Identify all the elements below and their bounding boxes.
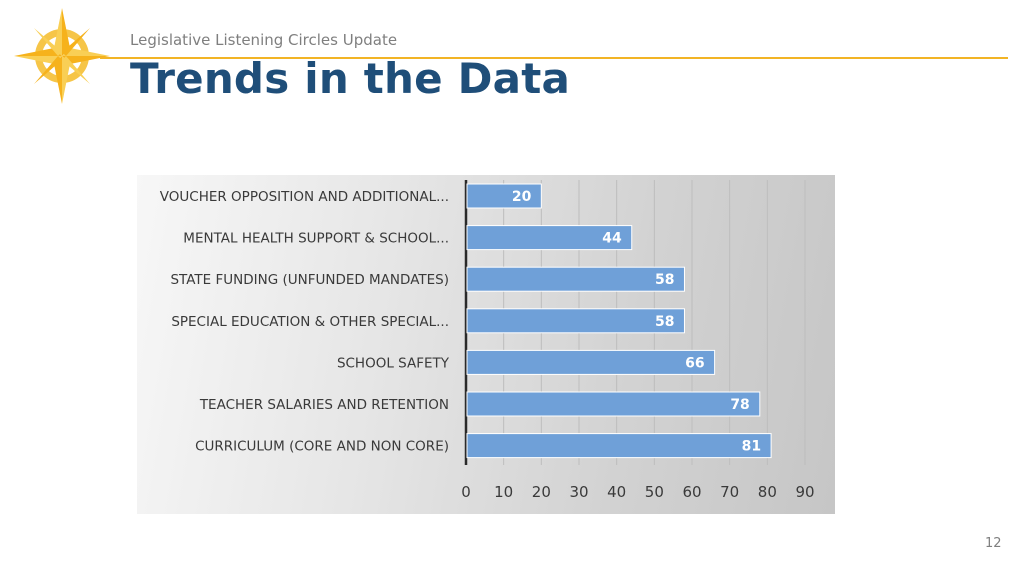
- page-number: 12: [985, 536, 1002, 551]
- slide-title: Trends in the Data: [130, 54, 571, 103]
- slide-subtitle: Legislative Listening Circles Update: [130, 31, 398, 49]
- x-tick-label: 80: [758, 483, 777, 501]
- x-tick-label: 20: [532, 483, 551, 501]
- x-tick-label: 60: [682, 483, 701, 501]
- bar-chart-svg: 0 10 20 30 40 50 60 70 80 90 VOUCHER OPPOSITION AN…: [160, 180, 815, 501]
- category-label: STATE FUNDING (UNFUNDED MANDATES): [170, 272, 449, 288]
- data-label: 78: [730, 397, 749, 413]
- category-label: SCHOOL SAFETY: [337, 355, 450, 371]
- title-divider: [100, 57, 1008, 59]
- category-label: SPECIAL EDUCATION & OTHER SPECIAL...: [171, 314, 449, 330]
- data-label: 58: [655, 314, 674, 330]
- compass-star-icon: [14, 8, 110, 104]
- bar: [466, 183, 542, 209]
- category-label: TEACHER SALARIES AND RETENTION: [199, 397, 449, 413]
- x-tick-label: 30: [569, 483, 588, 501]
- x-tick-label: 50: [645, 483, 664, 501]
- x-tick-label: 70: [720, 483, 739, 501]
- data-label: 81: [742, 439, 761, 455]
- x-tick-label: 0: [461, 483, 471, 501]
- data-label: 20: [512, 189, 532, 205]
- bar: [466, 391, 761, 417]
- bar: [466, 225, 633, 251]
- category-label: CURRICULUM (CORE AND NON CORE): [195, 439, 449, 455]
- bar: [466, 433, 772, 459]
- data-label: 44: [602, 231, 622, 247]
- x-tick-label: 90: [795, 483, 814, 501]
- bar: [466, 349, 716, 375]
- category-label: MENTAL HEALTH SUPPORT & SCHOOL...: [183, 231, 449, 247]
- bar: [466, 266, 685, 292]
- bar-chart: 0 10 20 30 40 50 60 70 80 90 VOUCHER OPPOSITION AN…: [137, 175, 835, 514]
- category-label: VOUCHER OPPOSITION AND ADDITIONAL...: [160, 189, 449, 205]
- data-label: 58: [655, 272, 674, 288]
- data-label: 66: [685, 355, 704, 371]
- x-tick-label: 10: [494, 483, 513, 501]
- x-tick-label: 40: [607, 483, 626, 501]
- bar: [466, 308, 685, 334]
